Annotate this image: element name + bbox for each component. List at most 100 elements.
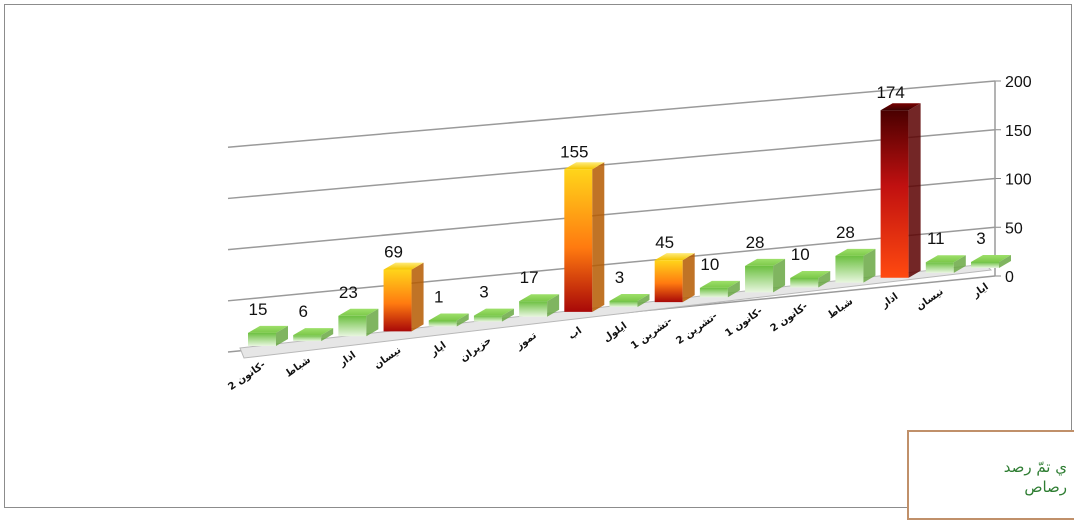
category-label: كانون 2-	[226, 359, 267, 393]
category-label: ايلول	[601, 320, 629, 344]
category-label: ايار	[428, 340, 449, 359]
category-label: تشرين 1-	[629, 316, 674, 352]
category-label: نيسان	[914, 286, 945, 312]
gridline	[227, 80, 996, 148]
bar-side	[637, 294, 650, 307]
gridline	[227, 226, 996, 302]
bar-top	[654, 253, 695, 261]
bar-front	[880, 110, 909, 278]
category-label: حزيران	[458, 335, 493, 364]
data-labels: 15 6 23 69 1 3 17 155 3 45 10 28 10 28 174 11 3	[249, 83, 986, 321]
category-label: اذار	[336, 350, 358, 370]
category-label: تشرين 2-	[674, 311, 719, 347]
data-label: 15	[249, 300, 268, 319]
bar-side	[456, 313, 469, 327]
bar	[835, 248, 876, 283]
bar-top	[925, 255, 966, 263]
bar-top	[564, 162, 605, 170]
bar	[790, 270, 831, 288]
category-label: نيسان	[372, 345, 403, 371]
category-label: كانون 1-	[723, 306, 764, 340]
data-label: 6	[298, 302, 307, 321]
bar	[428, 313, 469, 327]
bar-side	[999, 255, 1011, 268]
bar-side	[863, 248, 876, 283]
note-text-line-2: رصاص	[1024, 478, 1067, 496]
data-label: 11	[927, 229, 945, 248]
data-label: 174	[876, 83, 904, 102]
bar	[248, 325, 288, 346]
bar-top	[473, 308, 514, 316]
note-text-line-1: ي تمّ رصد	[1003, 458, 1067, 476]
bar	[383, 262, 424, 332]
bar-front	[564, 169, 593, 312]
bar-top	[338, 308, 379, 316]
bar	[609, 294, 650, 307]
bar-side	[411, 262, 424, 332]
bar-top	[428, 313, 469, 321]
bar-front	[790, 277, 819, 288]
bar-front	[519, 301, 548, 317]
bar-side	[727, 280, 740, 298]
bar-top	[699, 280, 740, 288]
bar-top	[835, 248, 876, 256]
bar-front	[925, 262, 954, 273]
bar-front	[383, 269, 412, 332]
bar-top	[971, 255, 1011, 262]
data-label: 10	[791, 245, 810, 264]
bar	[925, 255, 966, 273]
data-label: 155	[560, 142, 588, 161]
bar-side	[818, 270, 831, 288]
category-label: ايار	[970, 281, 991, 300]
bar-top	[745, 258, 786, 266]
data-label: 10	[700, 255, 719, 274]
data-label: 3	[479, 283, 488, 302]
bar-top	[519, 294, 560, 302]
bar-front	[338, 315, 367, 337]
category-label: كانون 2-	[769, 301, 810, 335]
y-tick-label: 150	[1005, 123, 1032, 140]
category-label: اب	[567, 325, 584, 342]
bar	[338, 308, 379, 337]
bar	[654, 253, 695, 303]
data-label: 28	[746, 233, 765, 252]
bar	[880, 103, 921, 278]
note-box: ي تمّ رصد رصاص	[907, 430, 1074, 520]
bar	[293, 328, 334, 342]
bar-front	[293, 335, 322, 342]
bar	[473, 308, 514, 322]
bar-top	[609, 294, 650, 301]
bar-front	[654, 260, 683, 303]
y-tick-label: 100	[1005, 172, 1032, 189]
bar-top	[790, 270, 831, 278]
bar-side	[592, 162, 605, 312]
bar	[971, 255, 1011, 268]
bar	[699, 280, 740, 298]
bars	[248, 103, 1011, 346]
gridline	[227, 177, 996, 251]
bar-side	[501, 308, 514, 322]
bar-top	[383, 262, 424, 270]
data-label: 3	[615, 268, 624, 287]
data-label: 3	[976, 229, 985, 248]
bar-front	[835, 255, 864, 283]
category-label: شباط	[284, 354, 313, 379]
bar-front	[473, 315, 502, 322]
bar-side	[908, 103, 921, 278]
data-label: 69	[384, 243, 403, 262]
bar-front	[971, 262, 999, 268]
bar-side	[276, 325, 288, 346]
bar	[564, 162, 605, 312]
bar-side	[547, 294, 560, 317]
bar	[519, 294, 560, 317]
y-tick-label: 50	[1005, 220, 1023, 237]
bar-front	[428, 320, 457, 327]
bar-top	[293, 328, 334, 336]
data-label: 45	[655, 233, 674, 252]
data-label: 17	[520, 268, 539, 287]
data-label: 23	[339, 283, 358, 302]
category-label: شباط	[826, 296, 855, 321]
category-label: اذار	[879, 291, 901, 311]
data-label: 1	[434, 288, 443, 307]
